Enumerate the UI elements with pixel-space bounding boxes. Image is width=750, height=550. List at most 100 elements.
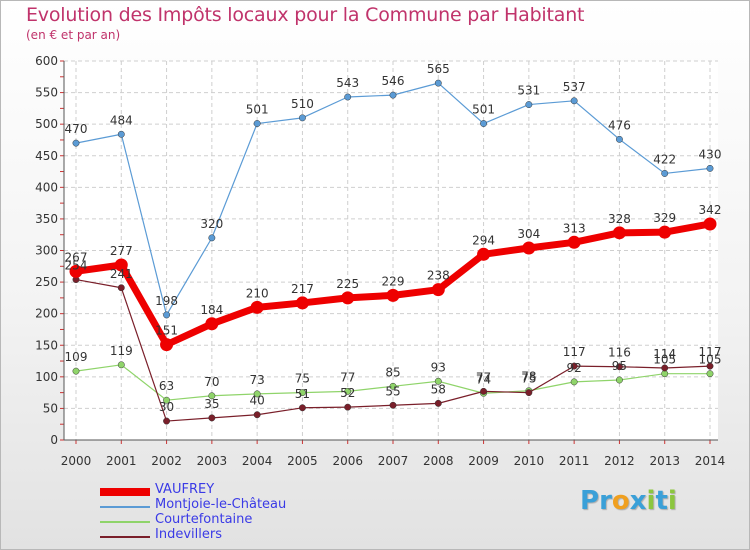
legend-label: VAUFREY — [155, 482, 215, 497]
data-label: 117 — [563, 345, 586, 359]
data-point — [298, 404, 306, 412]
data-label: 151 — [155, 324, 178, 338]
data-label: 78 — [521, 370, 536, 384]
data-label: 184 — [200, 303, 223, 317]
logo-letter: x — [629, 486, 647, 516]
data-label: 40 — [250, 394, 265, 408]
data-point — [117, 284, 125, 292]
data-point — [72, 139, 80, 147]
y-tick-label: 500 — [35, 117, 58, 131]
data-label: 546 — [382, 74, 405, 88]
data-label: 35 — [204, 397, 219, 411]
data-label: 117 — [699, 345, 722, 359]
logo-letter: t — [655, 486, 668, 516]
legend-swatch — [100, 521, 150, 523]
data-label: 51 — [295, 387, 310, 401]
data-point — [661, 169, 669, 177]
data-label: 114 — [653, 347, 676, 361]
y-tick-label: 250 — [35, 275, 58, 289]
data-point — [117, 130, 125, 138]
x-tick-label: 2007 — [378, 454, 409, 468]
data-point — [525, 389, 533, 397]
x-tick-label: 2002 — [151, 454, 182, 468]
data-point — [615, 135, 623, 143]
data-point — [117, 361, 125, 369]
data-point — [341, 291, 355, 305]
y-tick-label: 200 — [35, 307, 58, 321]
chart-grid — [64, 60, 718, 441]
data-label: 238 — [427, 269, 450, 283]
data-point — [567, 235, 581, 249]
data-label: 313 — [563, 221, 586, 235]
data-point — [298, 389, 306, 397]
data-point — [298, 114, 306, 122]
data-label: 85 — [385, 365, 400, 379]
data-point — [160, 338, 174, 352]
x-tick-label: 2004 — [242, 454, 273, 468]
data-label: 320 — [200, 217, 223, 231]
data-label: 501 — [246, 103, 269, 117]
y-tick-label: 0 — [50, 433, 58, 447]
data-point — [434, 377, 442, 385]
data-label: 254 — [65, 259, 88, 273]
logo-letter: o — [611, 486, 630, 516]
data-label: 210 — [246, 286, 269, 300]
data-label: 422 — [653, 152, 676, 166]
y-tick-label: 550 — [35, 86, 58, 100]
data-point — [386, 288, 400, 302]
data-label: 277 — [110, 244, 133, 258]
logo-letter: P — [580, 486, 600, 516]
data-point — [434, 399, 442, 407]
data-point — [253, 390, 261, 398]
data-label: 531 — [517, 84, 540, 98]
legend-item: Indevillers — [100, 527, 360, 544]
data-point — [525, 101, 533, 109]
data-point — [477, 247, 491, 261]
data-point — [570, 362, 578, 370]
legend-item: VAUFREY — [100, 482, 360, 499]
legend-label: Courtefontaine — [155, 512, 253, 527]
data-label: 119 — [110, 344, 133, 358]
logo-letter: i — [667, 486, 677, 516]
data-point — [703, 217, 717, 231]
y-tick-label: 400 — [35, 180, 58, 194]
data-point — [163, 396, 171, 404]
data-point — [706, 362, 714, 370]
data-point — [208, 234, 216, 242]
chart-series — [69, 79, 717, 425]
legend-label: Montjoie-le-Château — [155, 497, 287, 512]
data-point — [72, 367, 80, 375]
data-point — [612, 226, 626, 240]
legend-swatch — [100, 536, 150, 538]
data-point — [163, 311, 171, 319]
data-label: 55 — [385, 384, 400, 398]
y-tick-label: 450 — [35, 149, 58, 163]
x-tick-label: 2014 — [695, 454, 726, 468]
logo-letter: i — [646, 486, 656, 516]
data-point — [114, 258, 128, 272]
y-tick-label: 300 — [35, 244, 58, 258]
data-label: 70 — [204, 375, 219, 389]
data-point — [480, 387, 488, 395]
data-label: 105 — [653, 353, 676, 367]
data-label: 484 — [110, 113, 133, 127]
x-tick-label: 2013 — [649, 454, 680, 468]
data-point — [208, 414, 216, 422]
x-tick-label: 2010 — [514, 454, 545, 468]
data-label: 198 — [155, 294, 178, 308]
data-point — [205, 317, 219, 331]
data-point — [389, 401, 397, 409]
data-point — [250, 300, 264, 314]
data-label: 470 — [65, 122, 88, 136]
y-tick-label: 50 — [43, 401, 58, 415]
data-point — [253, 120, 261, 127]
chart-title: Evolution des Impôts locaux pour la Comm… — [26, 4, 585, 26]
data-point — [389, 382, 397, 390]
data-label: 537 — [563, 80, 586, 94]
data-point — [706, 164, 714, 172]
x-tick-label: 2003 — [197, 454, 228, 468]
data-point — [344, 93, 352, 101]
data-point — [615, 376, 623, 384]
data-label: 92 — [567, 361, 582, 375]
chart-legend: VAUFREY Montjoie-le-Château Courtefontaine… — [100, 482, 360, 544]
